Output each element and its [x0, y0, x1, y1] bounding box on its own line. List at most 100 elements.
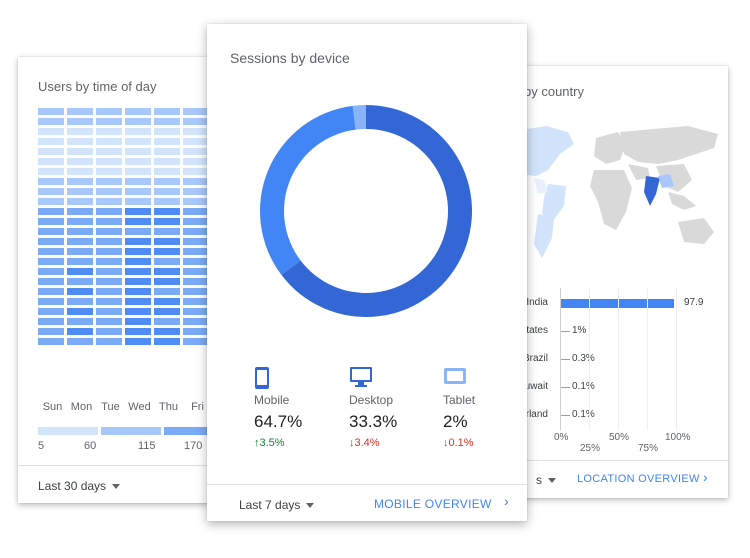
heatmap-cell[interactable]	[96, 318, 122, 325]
heatmap-cell[interactable]	[96, 258, 122, 265]
heatmap-cell[interactable]	[67, 268, 93, 275]
heatmap-cell[interactable]	[154, 308, 180, 315]
mobile-overview-link[interactable]: MOBILE OVERVIEW	[374, 497, 492, 511]
heatmap-cell[interactable]	[38, 118, 64, 125]
heatmap-cell[interactable]	[125, 268, 151, 275]
heatmap-cell[interactable]	[67, 178, 93, 185]
heatmap-cell[interactable]	[67, 228, 93, 235]
heatmap-cell[interactable]	[154, 218, 180, 225]
date-range-dropdown[interactable]: Last 30 days	[38, 479, 121, 493]
heatmap-cell[interactable]	[183, 298, 209, 305]
heatmap-cell[interactable]	[38, 208, 64, 215]
heatmap-cell[interactable]	[154, 208, 180, 215]
heatmap-cell[interactable]	[125, 168, 151, 175]
heatmap-cell[interactable]	[67, 108, 93, 115]
heatmap-cell[interactable]	[67, 248, 93, 255]
heatmap-cell[interactable]	[96, 128, 122, 135]
heatmap-cell[interactable]	[154, 268, 180, 275]
heatmap-cell[interactable]	[183, 148, 209, 155]
donut-slice-tablet[interactable]	[352, 105, 366, 130]
heatmap-cell[interactable]	[154, 158, 180, 165]
heatmap-cell[interactable]	[67, 318, 93, 325]
heatmap-cell[interactable]	[183, 338, 209, 345]
heatmap-cell[interactable]	[183, 178, 209, 185]
heatmap-cell[interactable]	[67, 298, 93, 305]
heatmap-cell[interactable]	[125, 208, 151, 215]
heatmap-cell[interactable]	[96, 328, 122, 335]
heatmap-cell[interactable]	[67, 128, 93, 135]
country-row[interactable]: India 97.9	[508, 296, 728, 310]
heatmap-cell[interactable]	[125, 278, 151, 285]
heatmap-cell[interactable]	[183, 308, 209, 315]
heatmap-cell[interactable]	[67, 288, 93, 295]
country-row[interactable]: Brazil 0.3%	[508, 352, 728, 366]
heatmap-cell[interactable]	[125, 318, 151, 325]
heatmap-cell[interactable]	[154, 298, 180, 305]
heatmap-cell[interactable]	[67, 258, 93, 265]
heatmap-cell[interactable]	[125, 148, 151, 155]
heatmap-cell[interactable]	[96, 308, 122, 315]
heatmap-cell[interactable]	[154, 338, 180, 345]
heatmap-cell[interactable]	[96, 288, 122, 295]
heatmap-cell[interactable]	[38, 198, 64, 205]
heatmap-cell[interactable]	[183, 288, 209, 295]
heatmap-cell[interactable]	[96, 168, 122, 175]
heatmap-cell[interactable]	[125, 338, 151, 345]
heatmap-cell[interactable]	[154, 128, 180, 135]
heatmap-cell[interactable]	[183, 188, 209, 195]
heatmap-cell[interactable]	[154, 238, 180, 245]
heatmap-cell[interactable]	[125, 228, 151, 235]
heatmap-cell[interactable]	[38, 268, 64, 275]
location-overview-link[interactable]: LOCATION OVERVIEW	[577, 473, 700, 485]
heatmap-cell[interactable]	[125, 198, 151, 205]
heatmap-cell[interactable]	[38, 128, 64, 135]
heatmap-cell[interactable]	[67, 188, 93, 195]
country-row[interactable]: rland 0.1%	[508, 408, 728, 422]
heatmap-cell[interactable]	[125, 238, 151, 245]
heatmap-cell[interactable]	[154, 168, 180, 175]
heatmap-cell[interactable]	[38, 158, 64, 165]
heatmap-cell[interactable]	[125, 288, 151, 295]
heatmap-cell[interactable]	[38, 238, 64, 245]
heatmap-cell[interactable]	[125, 298, 151, 305]
device-tablet[interactable]: Tablet 2% ↓0.1%	[443, 366, 523, 449]
heatmap-cell[interactable]	[154, 118, 180, 125]
heatmap-cell[interactable]	[183, 318, 209, 325]
heatmap-cell[interactable]	[183, 238, 209, 245]
heatmap-cell[interactable]	[67, 118, 93, 125]
heatmap-cell[interactable]	[96, 228, 122, 235]
heatmap-cell[interactable]	[125, 308, 151, 315]
heatmap-cell[interactable]	[38, 318, 64, 325]
heatmap-cell[interactable]	[67, 328, 93, 335]
heatmap-cell[interactable]	[67, 198, 93, 205]
heatmap-cell[interactable]	[67, 168, 93, 175]
heatmap-cell[interactable]	[183, 228, 209, 235]
heatmap-cell[interactable]	[183, 268, 209, 275]
donut-slice-desktop[interactable]	[260, 105, 356, 275]
heatmap-cell[interactable]	[183, 198, 209, 205]
heatmap-cell[interactable]	[125, 188, 151, 195]
heatmap-cell[interactable]	[67, 158, 93, 165]
heatmap-cell[interactable]	[96, 158, 122, 165]
heatmap-cell[interactable]	[38, 148, 64, 155]
heatmap-cell[interactable]	[96, 188, 122, 195]
heatmap-cell[interactable]	[38, 248, 64, 255]
heatmap-cell[interactable]	[38, 108, 64, 115]
heatmap-cell[interactable]	[67, 218, 93, 225]
heatmap-cell[interactable]	[154, 108, 180, 115]
heatmap-cell[interactable]	[125, 138, 151, 145]
heatmap-cell[interactable]	[96, 268, 122, 275]
heatmap-cell[interactable]	[67, 238, 93, 245]
heatmap-cell[interactable]	[183, 108, 209, 115]
heatmap-cell[interactable]	[125, 118, 151, 125]
heatmap-cell[interactable]	[38, 178, 64, 185]
heatmap-cell[interactable]	[67, 308, 93, 315]
heatmap-cell[interactable]	[38, 258, 64, 265]
device-mobile[interactable]: Mobile 64.7% ↑3.5%	[254, 366, 334, 449]
country-row[interactable]: uwait 0.1%	[508, 380, 728, 394]
heatmap-cell[interactable]	[183, 218, 209, 225]
heatmap-cell[interactable]	[183, 138, 209, 145]
heatmap-cell[interactable]	[96, 118, 122, 125]
heatmap-cell[interactable]	[154, 228, 180, 235]
heatmap-cell[interactable]	[96, 138, 122, 145]
